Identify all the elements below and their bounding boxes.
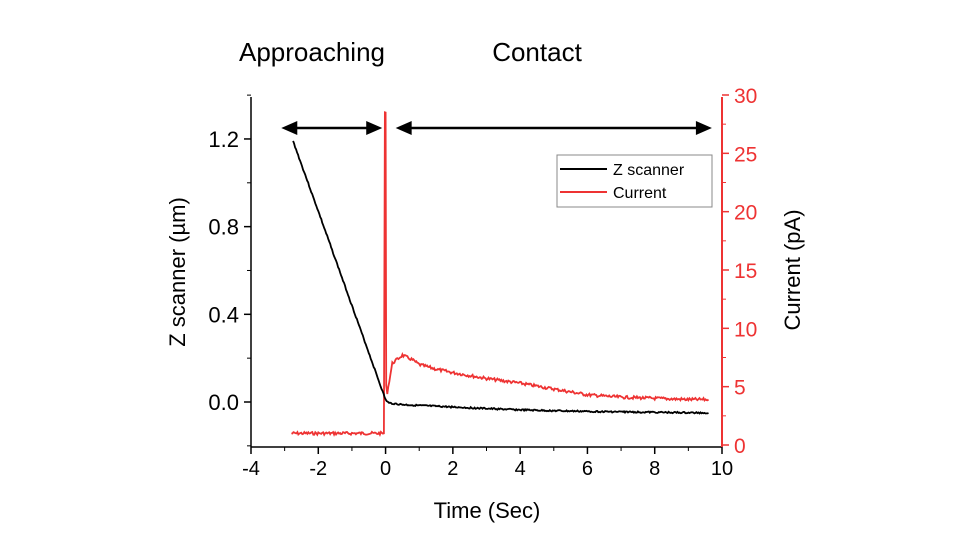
y-left-tick-label: 0.4	[208, 302, 239, 327]
x-tick-label: 2	[447, 458, 458, 480]
y-left-tick-label: 0.8	[208, 215, 239, 240]
annotation-approaching: Approaching	[239, 37, 385, 67]
x-tick-label: 8	[649, 458, 660, 480]
y-right-tick-label: 5	[734, 377, 746, 400]
y-right-tick-label: 15	[734, 260, 757, 283]
legend-label-current: Current	[613, 185, 667, 202]
arrow-contact-right-head	[695, 121, 712, 135]
legend: Z scanner Current	[556, 154, 713, 208]
y-axis-label-right: Current (pA)	[780, 209, 805, 330]
series-current-line	[291, 111, 710, 438]
arrow-contact-left-head	[395, 121, 412, 135]
y-right-tick-label: 10	[734, 318, 757, 341]
x-tick-label: 6	[582, 458, 593, 480]
legend-box	[556, 154, 713, 208]
x-tick-label: 4	[515, 458, 526, 480]
y-right-tick-label: 0	[734, 435, 746, 458]
y-axis-label-left: Z scanner (µm)	[165, 197, 190, 347]
series-z-scanner-line	[292, 140, 709, 415]
x-tick-label: -4	[242, 458, 260, 480]
legend-label-z-scanner: Z scanner	[613, 162, 685, 179]
plot-area: -4 -2 0 2 4 6 8 10 0.0 0.4 0.8 1.2 0 5 10 15 20 25 30	[208, 85, 757, 480]
x-tick-label: 10	[711, 458, 733, 480]
y-right-tick-label: 25	[734, 143, 757, 166]
arrow-approaching-right-head	[366, 121, 383, 135]
x-axis-label: Time (Sec)	[434, 498, 541, 523]
annotation-contact: Contact	[492, 37, 582, 67]
y-right-tick-label: 20	[734, 202, 757, 225]
y-right-tick-label: 30	[734, 85, 757, 108]
arrow-approaching-left-head	[281, 121, 298, 135]
y-left-tick-label: 1.2	[208, 127, 239, 152]
x-tick-label: -2	[309, 458, 327, 480]
x-tick-label: 0	[380, 458, 391, 480]
y-left-tick-label: 0.0	[208, 390, 239, 415]
